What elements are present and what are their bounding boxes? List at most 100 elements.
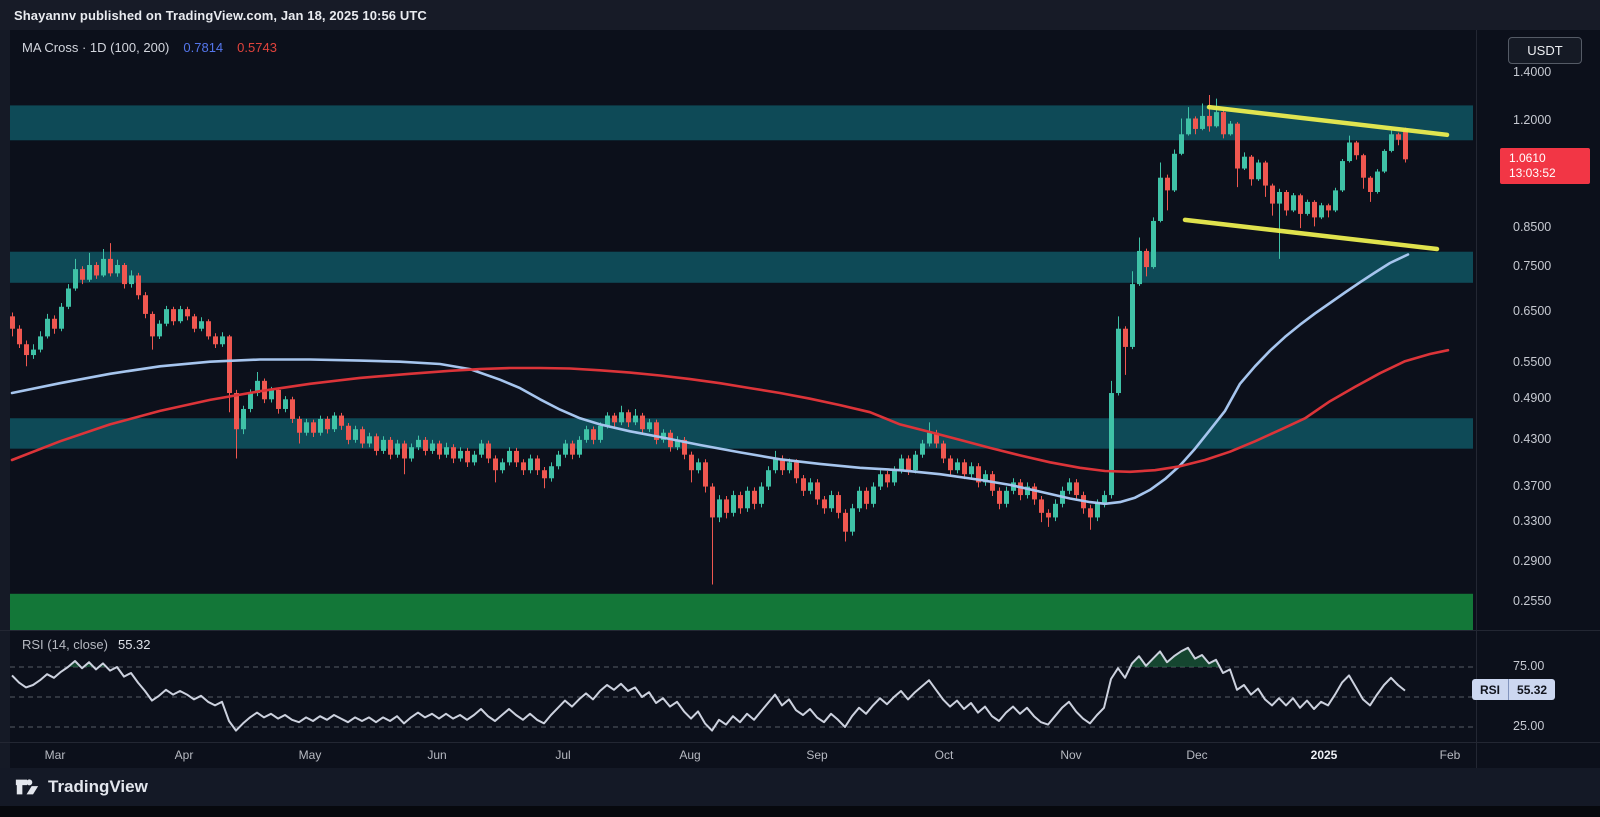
candle-body [878, 474, 883, 487]
candle-body [108, 258, 113, 274]
candle-body [213, 336, 218, 345]
candle-body [1312, 201, 1317, 218]
candle-body [269, 389, 274, 400]
ma100-value: 0.7814 [183, 40, 224, 55]
candle-body [59, 306, 64, 329]
candle-body [290, 399, 295, 419]
rsi-badge-value: 55.32 [1517, 682, 1548, 697]
candle-body [955, 462, 960, 471]
page-bottom-edge [0, 806, 1600, 817]
candle-body [745, 490, 750, 509]
price-tick-label: 0.2900 [1513, 554, 1552, 569]
time-axis-label: Dec [1186, 748, 1208, 762]
candle-body [1305, 201, 1310, 214]
indicator-legend[interactable]: MA Cross · 1D (100, 200) 0.7814 0.5743 [22, 40, 277, 55]
tradingview-logo-icon[interactable] [14, 774, 40, 800]
candle-body [430, 443, 435, 451]
candle-body [1067, 482, 1072, 491]
candle-body [1368, 177, 1373, 193]
candle-body [675, 439, 680, 448]
candle-body [101, 258, 106, 276]
zone-resistance-zone-mid [10, 251, 1473, 283]
last-price-badge: 1.0610 13:03:52 [1500, 148, 1590, 184]
rsi-badge-label: RSI [1472, 679, 1510, 700]
price-tick-label: 1.4000 [1513, 65, 1552, 80]
candle-body [1116, 328, 1121, 394]
candle-body [612, 415, 617, 423]
candle-body [1284, 192, 1289, 211]
candle-body [66, 288, 71, 307]
candle-body [1165, 177, 1170, 191]
time-axis-label: Sep [806, 748, 828, 762]
candle-body [1396, 134, 1401, 140]
candle-body [17, 328, 22, 345]
candle-body [1046, 512, 1051, 518]
tradingview-brand-text[interactable]: TradingView [48, 777, 148, 796]
time-axis-label: Oct [934, 748, 954, 762]
candle-body [360, 429, 365, 444]
candle-body [486, 443, 491, 459]
candle-body [1221, 112, 1226, 135]
candle-body [969, 466, 974, 475]
candle-body [535, 458, 540, 471]
candle-body [1158, 177, 1163, 221]
candle-body [682, 439, 687, 455]
candle-body [1340, 161, 1345, 191]
candle-body [857, 490, 862, 509]
candle-body [1389, 134, 1394, 151]
candle-body [542, 470, 547, 479]
candle-body [465, 450, 470, 463]
time-axis-label: Jun [427, 748, 447, 762]
price-tick-label: 0.8500 [1513, 220, 1552, 235]
candle-body [143, 295, 148, 314]
candle-body [871, 486, 876, 504]
candle-body [38, 336, 43, 350]
price-tick-label: 0.3700 [1513, 478, 1552, 493]
candle-body [1109, 393, 1114, 496]
candle-body [1095, 503, 1100, 518]
candle-body [997, 490, 1002, 504]
candle-body [843, 512, 848, 532]
candle-body [297, 418, 302, 433]
candle-body [822, 499, 827, 509]
candle-body [1207, 115, 1212, 127]
candle-body [521, 462, 526, 471]
candle-body [451, 447, 456, 459]
rsi-legend[interactable]: RSI (14, close) 55.32 [22, 637, 151, 652]
candle-body [850, 508, 855, 532]
zone-support-zone-mid [10, 418, 1473, 449]
candle-body [731, 495, 736, 513]
candle-body [703, 462, 708, 487]
candle-body [1228, 123, 1233, 135]
pane-separator[interactable] [0, 630, 1600, 631]
candle-body [402, 443, 407, 459]
candle-body [1102, 495, 1107, 504]
candle-body [94, 265, 99, 276]
time-axis-label: Mar [44, 748, 66, 762]
candle-body [241, 408, 246, 430]
time-axis-label: Jul [555, 748, 571, 762]
candle-body [927, 432, 932, 444]
candle-body [136, 275, 141, 296]
price-tick-label: 0.4900 [1513, 391, 1552, 406]
candle-body [1032, 486, 1037, 500]
candle-body [374, 436, 379, 451]
time-axis-label: Apr [174, 748, 194, 762]
candle-body [1256, 162, 1261, 180]
candle-body [626, 412, 631, 423]
currency-toggle-button[interactable]: USDT [1508, 37, 1582, 64]
candle-body [1004, 490, 1009, 504]
candlesticks [10, 95, 1408, 585]
rsi-pane [10, 646, 1473, 732]
candle-body [367, 436, 372, 444]
candle-body [318, 418, 323, 433]
candle-body [255, 380, 260, 394]
candle-body [1074, 482, 1079, 496]
candle-body [906, 458, 911, 471]
candle-body [80, 269, 85, 280]
candle-body [1291, 195, 1296, 211]
candle-body [1018, 482, 1023, 496]
candle-body [633, 415, 638, 423]
